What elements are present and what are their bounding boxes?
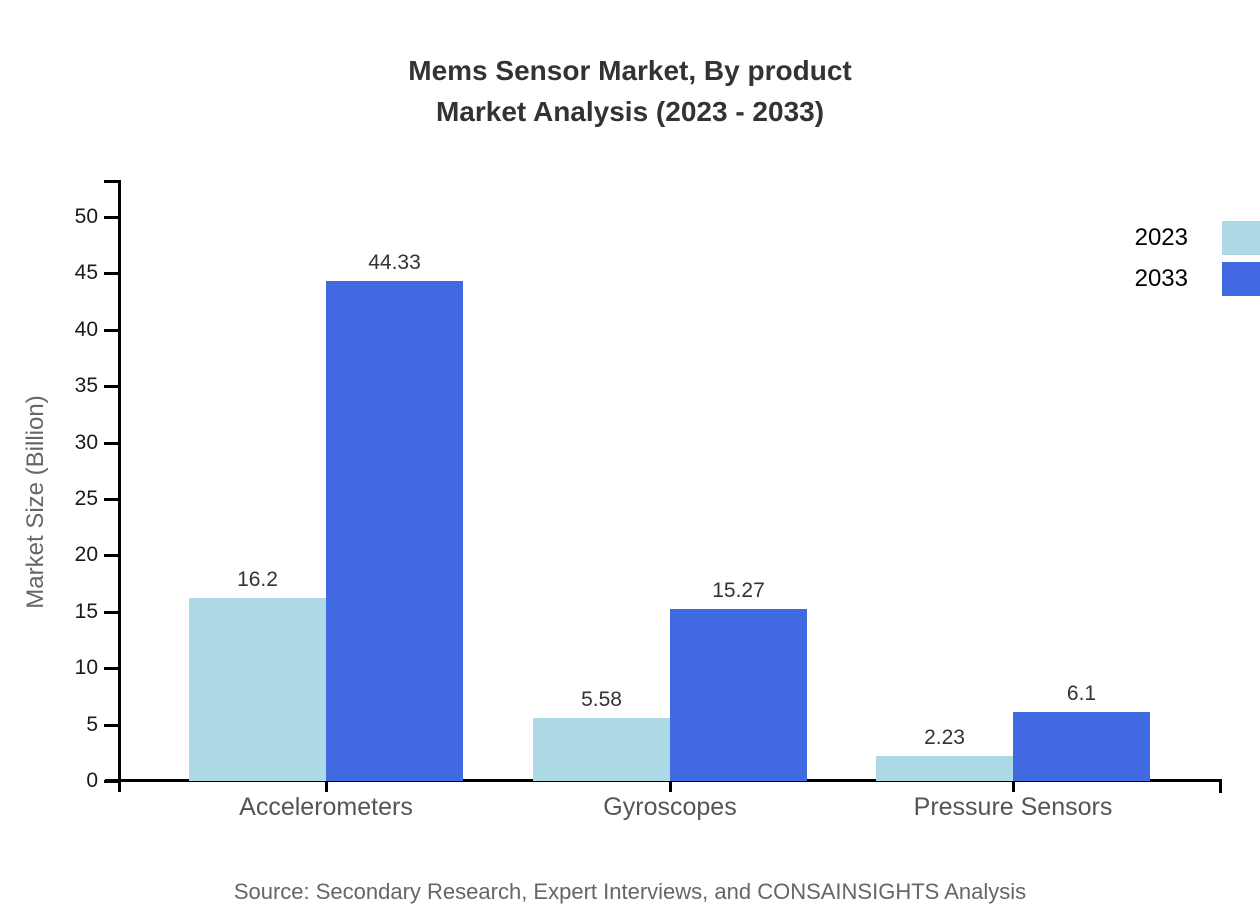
bar-2023-pressure-sensors [876, 755, 1013, 781]
x-category-label: Pressure Sensors [913, 793, 1113, 821]
y-tick-label: 15 [74, 599, 98, 623]
y-tick [104, 441, 118, 445]
y-tick-label: 25 [74, 487, 98, 510]
x-axis-end-cap [1219, 779, 1222, 793]
y-tick [104, 385, 118, 389]
y-tick-label: 30 [74, 430, 98, 454]
y-tick-label: 35 [74, 374, 98, 398]
x-category-label: Gyroscopes [603, 793, 737, 821]
x-tick [669, 779, 672, 792]
bar-value-label: 5.58 [581, 688, 622, 712]
bar-value-label: 15.27 [712, 578, 765, 602]
bar-2033-pressure-sensors [1013, 712, 1150, 781]
bar-value-label: 2.23 [924, 725, 965, 749]
y-tick-label: 5 [86, 712, 98, 736]
source-note: Source: Secondary Research, Expert Inter… [233, 879, 1027, 904]
y-tick-label: 10 [74, 656, 98, 680]
legend-swatch [1222, 262, 1260, 296]
bar-2033-accelerometers [326, 280, 463, 781]
y-axis-line [118, 180, 121, 792]
x-tick [1012, 779, 1015, 792]
y-tick-label: 40 [74, 317, 98, 341]
legend-label: 2023 [1134, 224, 1188, 251]
y-tick [104, 610, 118, 614]
y-tick [104, 667, 118, 671]
x-tick [325, 779, 328, 792]
chart-title-line1: Mems Sensor Market, By product [408, 55, 852, 86]
bar-2023-gyroscopes [533, 718, 670, 781]
bar-2033-gyroscopes [670, 608, 807, 781]
legend: 2023 2033 [1135, 221, 1260, 303]
y-tick-label: 50 [74, 205, 98, 228]
y-tick-label: 0 [86, 769, 98, 792]
chart-title: Mems Sensor Market, By product Market An… [0, 50, 1260, 132]
y-tick-label: 45 [74, 261, 98, 285]
y-tick [104, 498, 118, 501]
y-tick [104, 328, 118, 332]
legend-item: 2033 [1135, 262, 1260, 296]
bar-value-label: 6.1 [1066, 682, 1097, 706]
y-tick [104, 723, 118, 727]
legend-swatch [1222, 221, 1260, 255]
y-tick [104, 780, 118, 783]
x-category-label: Accelerometers [239, 793, 413, 821]
bar-value-label: 44.33 [368, 250, 421, 274]
bar-value-label: 16.2 [237, 568, 278, 592]
y-tick [104, 554, 118, 558]
y-axis-top-cap [104, 180, 121, 183]
chart-title-line2: Market Analysis (2023 - 2033) [435, 96, 825, 127]
y-tick [104, 272, 118, 276]
bar-2023-accelerometers [189, 598, 326, 781]
legend-label: 2033 [1134, 265, 1188, 292]
y-tick-label: 20 [74, 543, 98, 567]
legend-item: 2023 [1135, 221, 1260, 255]
y-tick [104, 216, 118, 219]
